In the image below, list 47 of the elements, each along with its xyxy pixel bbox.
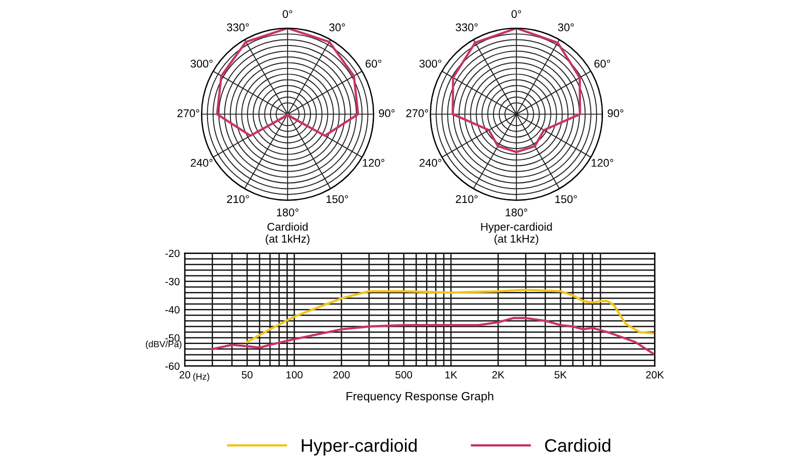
spoke-label: 90° [378, 109, 395, 118]
x-tick-label: 20K [646, 371, 664, 378]
x-tick-label: 1K [445, 371, 458, 378]
spoke-label: 300° [419, 60, 442, 68]
y-tick-label: -40 [165, 306, 180, 314]
x-tick-label: 2K [492, 371, 504, 378]
spoke-label: 240° [190, 158, 213, 167]
spoke-label: 180° [506, 208, 528, 216]
text: (at 1kHz) [494, 234, 538, 245]
spoke-label: 210° [456, 195, 478, 204]
legend-label: Cardioid [545, 438, 610, 452]
y-tick-label: -30 [165, 278, 180, 286]
spoke-label: 150° [555, 195, 577, 204]
spoke-label: 90° [608, 109, 624, 118]
spoke-label: 300° [190, 60, 213, 68]
spoke-label: 120° [362, 158, 384, 167]
spoke-label: 330° [226, 23, 249, 32]
spoke-label: 270° [406, 109, 428, 118]
spoke-label: 150° [326, 195, 348, 204]
spoke-label: 210° [227, 195, 249, 204]
text: Hyper-cardioid [481, 222, 552, 233]
x-tick-label: 100 [286, 371, 303, 378]
y-tick-label: -60 [165, 362, 180, 370]
y-tick-label: -20 [165, 250, 180, 258]
spoke-label: 270° [177, 109, 200, 118]
text: Cardioid [267, 222, 308, 231]
spoke-label: 180° [276, 208, 298, 216]
spoke-label: 60° [594, 60, 610, 68]
x-tick-label: 200 [333, 371, 350, 378]
text: (at 1kHz) [266, 234, 310, 245]
spoke-label: 30° [329, 23, 345, 32]
y-axis-title: (dBV/Pa) [146, 340, 182, 350]
text: (Hz) [193, 373, 210, 382]
spoke-label: 330° [456, 23, 478, 32]
spoke-label: 0° [282, 10, 292, 18]
spoke-label: 0° [512, 10, 522, 18]
x-tick-label: 5K [554, 371, 567, 378]
spoke-label: 120° [592, 158, 614, 167]
y-tick-label: -50 [165, 334, 180, 342]
spoke-label: 60° [366, 60, 382, 68]
x-tick-label: 500 [396, 371, 412, 378]
x-tick-label: 50 [242, 371, 253, 378]
spoke-label: 30° [558, 23, 574, 32]
x-tick-label: 20 [180, 371, 190, 378]
legend-label: Hyper-cardioid [302, 438, 417, 456]
spoke-label: 240° [420, 158, 442, 167]
x-axis-title: Frequency Response Graph [346, 392, 494, 403]
